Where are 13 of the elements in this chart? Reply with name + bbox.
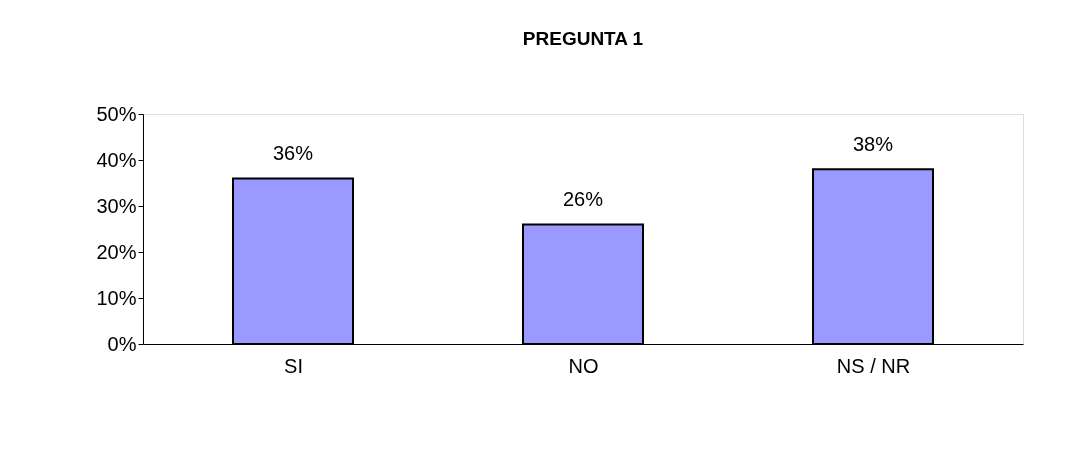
x-tick-label: SI xyxy=(284,354,303,377)
y-tick-label: 10% xyxy=(96,286,137,309)
y-tick-label: 50% xyxy=(96,102,137,125)
y-tick-label: 30% xyxy=(96,194,137,217)
data-label: 38% xyxy=(852,133,894,156)
y-tick-label: 40% xyxy=(96,148,137,171)
data-label: 36% xyxy=(272,142,314,165)
y-tick-label: 20% xyxy=(96,240,137,263)
x-tick-label: NS / NR xyxy=(836,354,911,377)
chart-title: PREGUNTA 1 xyxy=(522,28,644,49)
data-label: 26% xyxy=(562,188,604,211)
y-tick-label: 0% xyxy=(107,332,137,355)
x-tick-label: NO xyxy=(568,354,599,377)
